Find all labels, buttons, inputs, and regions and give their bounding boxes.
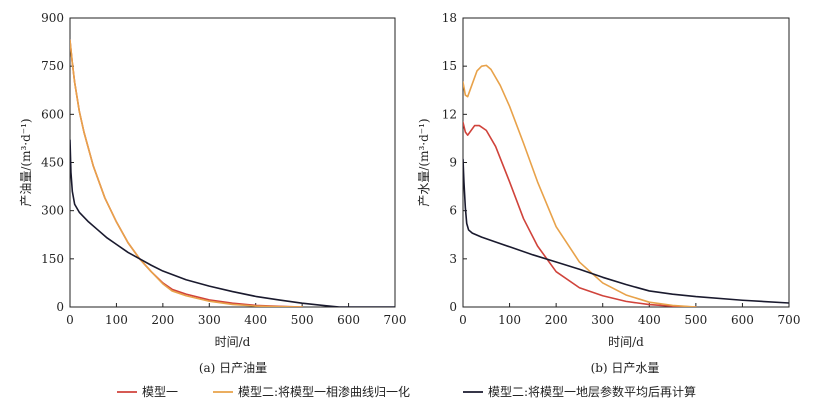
x-tick-label-a: 100 (105, 313, 128, 327)
y-tick-label-b: 0 (449, 300, 457, 314)
y-tick-label-b: 6 (449, 204, 457, 218)
legend-label-1: 模型一 (142, 385, 178, 399)
x-tick-label-a: 0 (66, 313, 74, 327)
plot-frame-b (462, 17, 790, 308)
x-tick-label-b: 100 (498, 313, 521, 327)
x-axis-title-b: 时间/d (608, 335, 644, 349)
x-tick-label-a: 700 (384, 313, 407, 327)
legend-label-3: 模型二:将模型一地层参数平均后再计算 (488, 384, 696, 399)
y-tick-label-a: 150 (41, 252, 64, 266)
y-axis-title-b: 产水量/(m³·d⁻¹) (417, 118, 431, 206)
x-tick-label-b: 0 (459, 313, 467, 327)
legend: 模型一 模型二:将模型一相渗曲线归一化 模型二:将模型一地层参数平均后再计算 (117, 384, 696, 399)
series-line-a-1 (70, 39, 303, 307)
series-line-a-2 (70, 39, 303, 307)
y-tick-label-a: 0 (56, 300, 64, 314)
caption-b: (b) 日产水量 (591, 361, 660, 375)
caption-a: (a) 日产油量 (199, 361, 267, 375)
series-line-b-3 (463, 158, 789, 304)
y-tick-label-a: 600 (41, 107, 64, 121)
x-tick-label-b: 300 (591, 313, 614, 327)
series-line-b-1 (463, 121, 697, 307)
y-tick-label-b: 15 (442, 59, 457, 73)
y-tick-label-b: 18 (442, 11, 457, 25)
x-tick-label-b: 700 (778, 313, 801, 327)
y-tick-label-b: 12 (442, 107, 457, 121)
series-line-a-3 (70, 139, 395, 307)
plot-frame-a (69, 17, 396, 308)
x-tick-label-b: 500 (684, 313, 707, 327)
x-tick-label-a: 600 (337, 313, 360, 327)
panel-water-rate: 0 100 200 300 400 500 600 700 0 3 6 9 12 15 18 时间/d 产水量/… (417, 11, 800, 349)
y-tick-label-a: 300 (41, 204, 64, 218)
x-axis-title-a: 时间/d (215, 335, 251, 349)
y-tick-label-a: 900 (41, 11, 64, 25)
panel-oil-rate: 0 100 200 300 400 500 600 700 0 150 300 450 600 750 90… (19, 11, 406, 349)
y-axis-title-a: 产油量/(m³·d⁻¹) (19, 118, 33, 206)
x-tick-label-b: 400 (638, 313, 661, 327)
y-tick-label-b: 3 (449, 252, 457, 266)
x-tick-label-b: 600 (731, 313, 754, 327)
legend-label-2: 模型二:将模型一相渗曲线归一化 (238, 384, 410, 399)
series-line-b-2 (463, 64, 697, 307)
y-tick-label-a: 750 (41, 59, 64, 73)
x-tick-label-a: 500 (291, 313, 314, 327)
x-tick-label-a: 300 (198, 313, 221, 327)
y-tick-label-b: 9 (449, 156, 457, 170)
x-tick-label-a: 200 (151, 313, 174, 327)
x-tick-label-b: 200 (545, 313, 568, 327)
x-tick-label-a: 400 (244, 313, 267, 327)
y-tick-label-a: 450 (41, 156, 64, 170)
